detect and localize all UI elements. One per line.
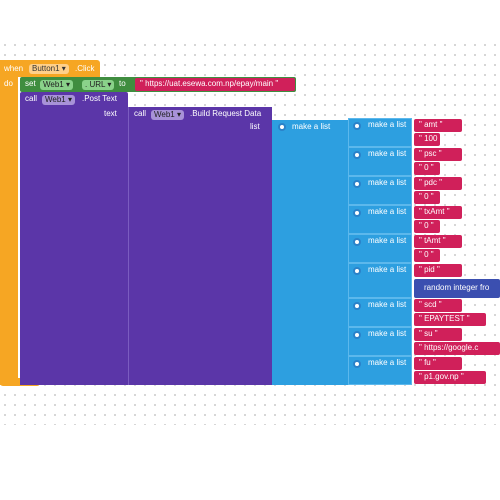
text-value: " scd " <box>419 300 442 309</box>
mutator-icon[interactable] <box>353 180 361 188</box>
text-value: " EPAYTEST " <box>419 314 470 323</box>
text-block[interactable]: " 0 " <box>414 191 440 204</box>
text-value: " psc " <box>419 149 442 158</box>
text-value: " su " <box>419 329 438 338</box>
text-block[interactable]: " 0 " <box>414 162 440 175</box>
text-value: " pdc " <box>419 178 443 187</box>
make-list-label: make a list <box>368 329 407 338</box>
text-block[interactable]: " tAmt " <box>414 235 462 248</box>
socket-label: list <box>250 122 260 131</box>
math-label: random integer fro <box>424 283 490 292</box>
component-dropdown[interactable]: Button1 ▾ <box>29 64 69 74</box>
make-list-label: make a list <box>368 178 407 187</box>
text-block[interactable]: " scd " <box>414 299 462 312</box>
make-list-block[interactable] <box>272 120 348 385</box>
text-block[interactable]: " EPAYTEST " <box>414 313 486 326</box>
set-label: set <box>25 79 36 88</box>
make-list-label: make a list <box>368 149 407 158</box>
component-dropdown[interactable]: Web1 ▾ <box>42 95 75 105</box>
when-label: when <box>4 64 24 73</box>
text-value: " fu " <box>419 358 436 367</box>
make-list-label: make a list <box>368 265 407 274</box>
text-value: " https://google.c <box>419 343 479 352</box>
text-block[interactable]: " su " <box>414 328 462 341</box>
text-value: " 0 " <box>419 250 434 259</box>
make-list-label: make a list <box>368 120 407 129</box>
socket-label: text <box>104 109 117 118</box>
event-block-body <box>0 60 18 385</box>
make-list-label: make a list <box>368 300 407 309</box>
mutator-icon[interactable] <box>278 123 286 131</box>
mutator-icon[interactable] <box>353 151 361 159</box>
text-value: " amt " <box>419 120 443 129</box>
text-value: " https://uat.esewa.com.np/epay/main " <box>140 79 279 88</box>
text-value: " 0 " <box>419 163 434 172</box>
method-label: .Post Text <box>82 94 117 103</box>
mutator-icon[interactable] <box>353 302 361 310</box>
text-value: " 0 " <box>419 221 434 230</box>
text-block[interactable]: " pid " <box>414 264 462 277</box>
do-label: do <box>4 79 13 88</box>
mutator-icon[interactable] <box>353 360 361 368</box>
text-block[interactable]: " https://google.c <box>414 342 500 355</box>
build-request-block[interactable] <box>128 107 272 385</box>
call-label: call <box>25 94 38 103</box>
method-label: .Build Request Data <box>190 109 262 118</box>
make-list-label: make a list <box>368 358 407 367</box>
mutator-icon[interactable] <box>353 267 361 275</box>
to-label: to <box>119 79 126 88</box>
make-list-label: make a list <box>368 207 407 216</box>
text-block[interactable]: " 0 " <box>414 249 440 262</box>
mutator-icon[interactable] <box>353 238 361 246</box>
text-block[interactable]: " psc " <box>414 148 462 161</box>
make-list-label: make a list <box>368 236 407 245</box>
text-block[interactable]: " 0 " <box>414 220 440 233</box>
text-block[interactable]: " p1.gov.np " <box>414 371 486 384</box>
call-label: call <box>134 109 147 118</box>
text-block[interactable]: " amt " <box>414 119 462 132</box>
text-block[interactable]: " fu " <box>414 357 462 370</box>
event-label: .Click <box>75 64 95 73</box>
mutator-icon[interactable] <box>353 209 361 217</box>
text-value: " 0 " <box>419 192 434 201</box>
make-list-label: make a list <box>292 122 331 131</box>
mutator-icon[interactable] <box>353 331 361 339</box>
property-dropdown[interactable]: . URL ▾ <box>82 80 115 90</box>
text-value: " txAmt " <box>419 207 450 216</box>
text-value: " tAmt " <box>419 236 446 245</box>
text-block[interactable]: " txAmt " <box>414 206 462 219</box>
mutator-icon[interactable] <box>353 122 361 130</box>
text-block[interactable]: " https://uat.esewa.com.np/epay/main " <box>135 78 295 91</box>
text-value: " p1.gov.np " <box>419 372 464 381</box>
component-dropdown[interactable]: Web1 ▾ <box>151 110 184 120</box>
text-value: " 100 " <box>419 134 443 143</box>
math-block[interactable] <box>414 279 500 298</box>
component-dropdown[interactable]: Web1 ▾ <box>40 80 73 90</box>
text-block[interactable]: " 100 " <box>414 133 443 146</box>
text-value: " pid " <box>419 265 440 274</box>
text-block[interactable]: " pdc " <box>414 177 462 190</box>
